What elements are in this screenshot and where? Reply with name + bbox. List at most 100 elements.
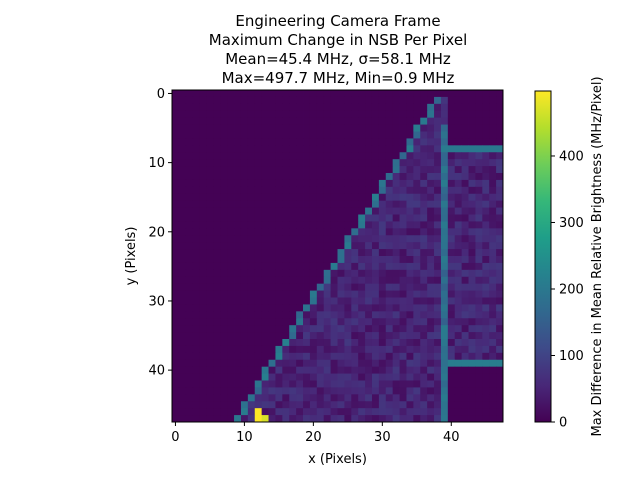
heatmap-cell xyxy=(358,200,366,208)
heatmap-cell xyxy=(220,262,228,271)
heatmap-cell xyxy=(392,186,400,195)
heatmap-cell xyxy=(199,401,207,409)
heatmap-cell xyxy=(199,152,207,160)
heatmap-cell xyxy=(268,131,276,139)
colorbar-tick-label: 300 xyxy=(559,216,584,231)
heatmap-cell xyxy=(378,283,387,291)
heatmap-cell xyxy=(475,345,483,354)
heatmap-cell xyxy=(337,339,345,347)
heatmap-cell xyxy=(475,380,483,388)
heatmap-cell xyxy=(303,345,311,354)
heatmap-cell xyxy=(227,276,235,285)
heatmap-cell xyxy=(206,352,214,361)
heatmap-cell xyxy=(275,269,283,278)
heatmap-cell xyxy=(427,304,435,312)
heatmap-cell xyxy=(309,193,318,202)
heatmap-cell xyxy=(468,345,476,354)
heatmap-cell xyxy=(447,235,456,243)
heatmap-cell xyxy=(392,290,400,298)
heatmap-cell xyxy=(440,96,449,105)
heatmap-cell xyxy=(496,249,504,257)
heatmap-cell xyxy=(475,159,483,167)
heatmap-cell xyxy=(268,290,276,298)
heatmap-cell xyxy=(234,138,242,146)
heatmap-cell xyxy=(282,193,290,202)
heatmap-cell xyxy=(392,145,400,153)
heatmap-cell xyxy=(406,179,414,188)
heatmap-cell xyxy=(192,152,200,160)
heatmap-cell xyxy=(172,200,180,208)
heatmap-cell xyxy=(358,373,366,381)
heatmap-cell xyxy=(309,249,318,257)
heatmap-cell xyxy=(172,249,180,257)
heatmap-cell xyxy=(227,166,235,174)
heatmap-cell xyxy=(337,283,345,291)
heatmap-cell xyxy=(227,352,235,361)
heatmap-cell xyxy=(378,408,387,416)
heatmap-cell xyxy=(489,380,497,388)
heatmap-cell xyxy=(337,207,345,215)
heatmap-cell xyxy=(247,311,256,319)
heatmap-cell xyxy=(227,297,235,305)
heatmap-cell xyxy=(254,214,263,222)
heatmap-cell xyxy=(344,159,352,167)
heatmap-cell xyxy=(406,242,414,250)
heatmap-cell xyxy=(254,311,263,319)
heatmap-cell xyxy=(427,408,435,416)
heatmap-cell xyxy=(289,408,297,416)
heatmap-cell xyxy=(330,166,338,174)
heatmap-cell xyxy=(172,311,180,319)
heatmap-cell xyxy=(240,117,249,125)
heatmap-cell xyxy=(337,117,345,125)
heatmap-cell xyxy=(461,339,469,347)
heatmap-cell xyxy=(206,152,214,160)
heatmap-cell xyxy=(275,373,283,381)
heatmap-cell xyxy=(434,110,442,119)
heatmap-cell xyxy=(240,387,249,395)
heatmap-cell xyxy=(365,117,373,125)
heatmap-cell xyxy=(330,207,338,215)
heatmap-cell xyxy=(303,221,311,229)
heatmap-cell xyxy=(172,166,180,174)
heatmap-cell xyxy=(206,332,214,340)
heatmap-cell xyxy=(420,304,428,312)
heatmap-cell xyxy=(213,380,221,388)
heatmap-cell xyxy=(489,415,497,423)
heatmap-cell xyxy=(378,90,387,98)
heatmap-cell xyxy=(309,221,318,229)
heatmap-cell xyxy=(461,145,469,153)
heatmap-cell xyxy=(406,352,414,361)
heatmap-cell xyxy=(213,352,221,361)
heatmap-cell xyxy=(344,103,352,112)
heatmap-cell xyxy=(489,166,497,174)
heatmap-cell xyxy=(247,401,256,409)
heatmap-cell xyxy=(489,242,497,250)
heatmap-cell xyxy=(399,262,407,271)
heatmap-cell xyxy=(427,352,435,361)
heatmap-cell xyxy=(172,221,180,229)
heatmap-cell xyxy=(275,207,283,215)
heatmap-cell xyxy=(385,290,394,298)
heatmap-cell xyxy=(365,166,373,174)
heatmap-cell xyxy=(427,207,435,215)
heatmap-cell xyxy=(420,173,428,181)
heatmap-cell xyxy=(192,401,200,409)
heatmap-cell xyxy=(399,318,407,326)
heatmap-cell xyxy=(178,249,187,257)
heatmap-cell xyxy=(420,124,428,132)
heatmap-cell xyxy=(475,117,483,125)
heatmap-cell xyxy=(344,96,352,105)
heatmap-cell xyxy=(247,152,256,160)
heatmap-cell xyxy=(468,415,476,423)
heatmap-cell xyxy=(427,415,435,423)
heatmap-cell xyxy=(475,90,483,98)
heatmap-cell xyxy=(192,290,200,298)
heatmap-cell xyxy=(434,269,442,278)
heatmap-cell xyxy=(213,193,221,202)
heatmap-cell xyxy=(489,96,497,105)
heatmap-cell xyxy=(206,117,214,125)
heatmap-cell xyxy=(206,276,214,285)
heatmap-cell xyxy=(406,366,414,374)
heatmap-cell xyxy=(185,159,194,167)
heatmap-cell xyxy=(392,325,400,333)
